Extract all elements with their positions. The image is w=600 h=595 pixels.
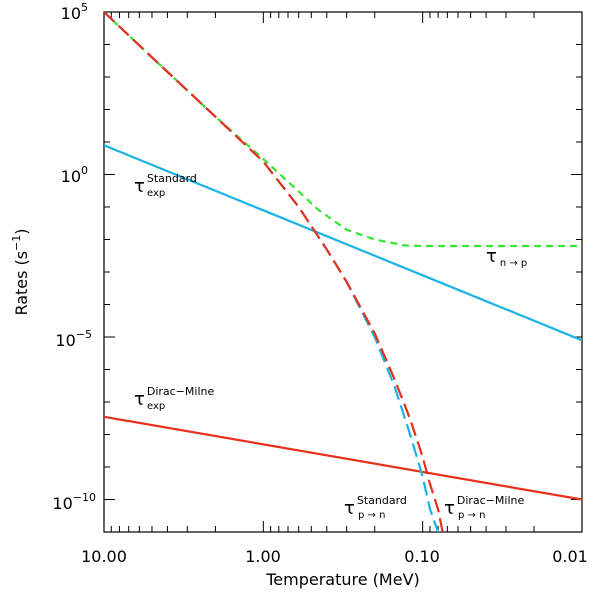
axis-ticks [103,11,583,533]
y-tick-label: 105 [61,1,88,23]
curve-tau-p-to-n-dirac-milne [104,12,444,532]
x-tick-label: 0.10 [404,547,440,566]
x-tick-labels: 10.00 1.00 0.10 0.01 [81,547,588,566]
curve-tau-exp-standard [104,144,582,342]
curve-tau-p-to-n-standard [104,12,440,532]
plot-frame [103,11,583,533]
y-tick-labels: 105 100 10−5 10−10 [52,1,96,513]
label-tau-p-to-n-standard-sub: p → n [358,510,385,521]
label-tau-p-to-n-standard: τ Standard [344,494,407,519]
curve-tau-exp-dirac-milne [104,415,582,501]
curves [104,12,582,532]
x-tick-label: 0.01 [552,547,588,566]
label-tau-exp-standard-sub: exp [147,188,165,199]
label-tau-p-to-n-dirac-milne-sub: p → n [458,510,485,521]
y-tick-label: 100 [61,164,88,186]
label-tau-exp-dirac-milne: τ Dirac−Milne [134,385,214,410]
y-tick-label: 10−5 [55,328,92,350]
y-axis-title: Rates(s−1) [10,228,31,315]
label-tau-exp-standard: τ Standard [134,172,197,197]
x-tick-label: 10.00 [81,547,127,566]
label-tau-p-to-n-dirac-milne: τ Dirac−Milne [444,494,524,519]
y-tick-label: 10−10 [52,491,96,513]
x-axis-title: Temperature (MeV) [265,570,420,589]
curve-tau-n-to-p [104,12,582,248]
x-tick-label: 1.00 [245,547,281,566]
label-tau-exp-dirac-milne-sub: exp [147,401,165,412]
